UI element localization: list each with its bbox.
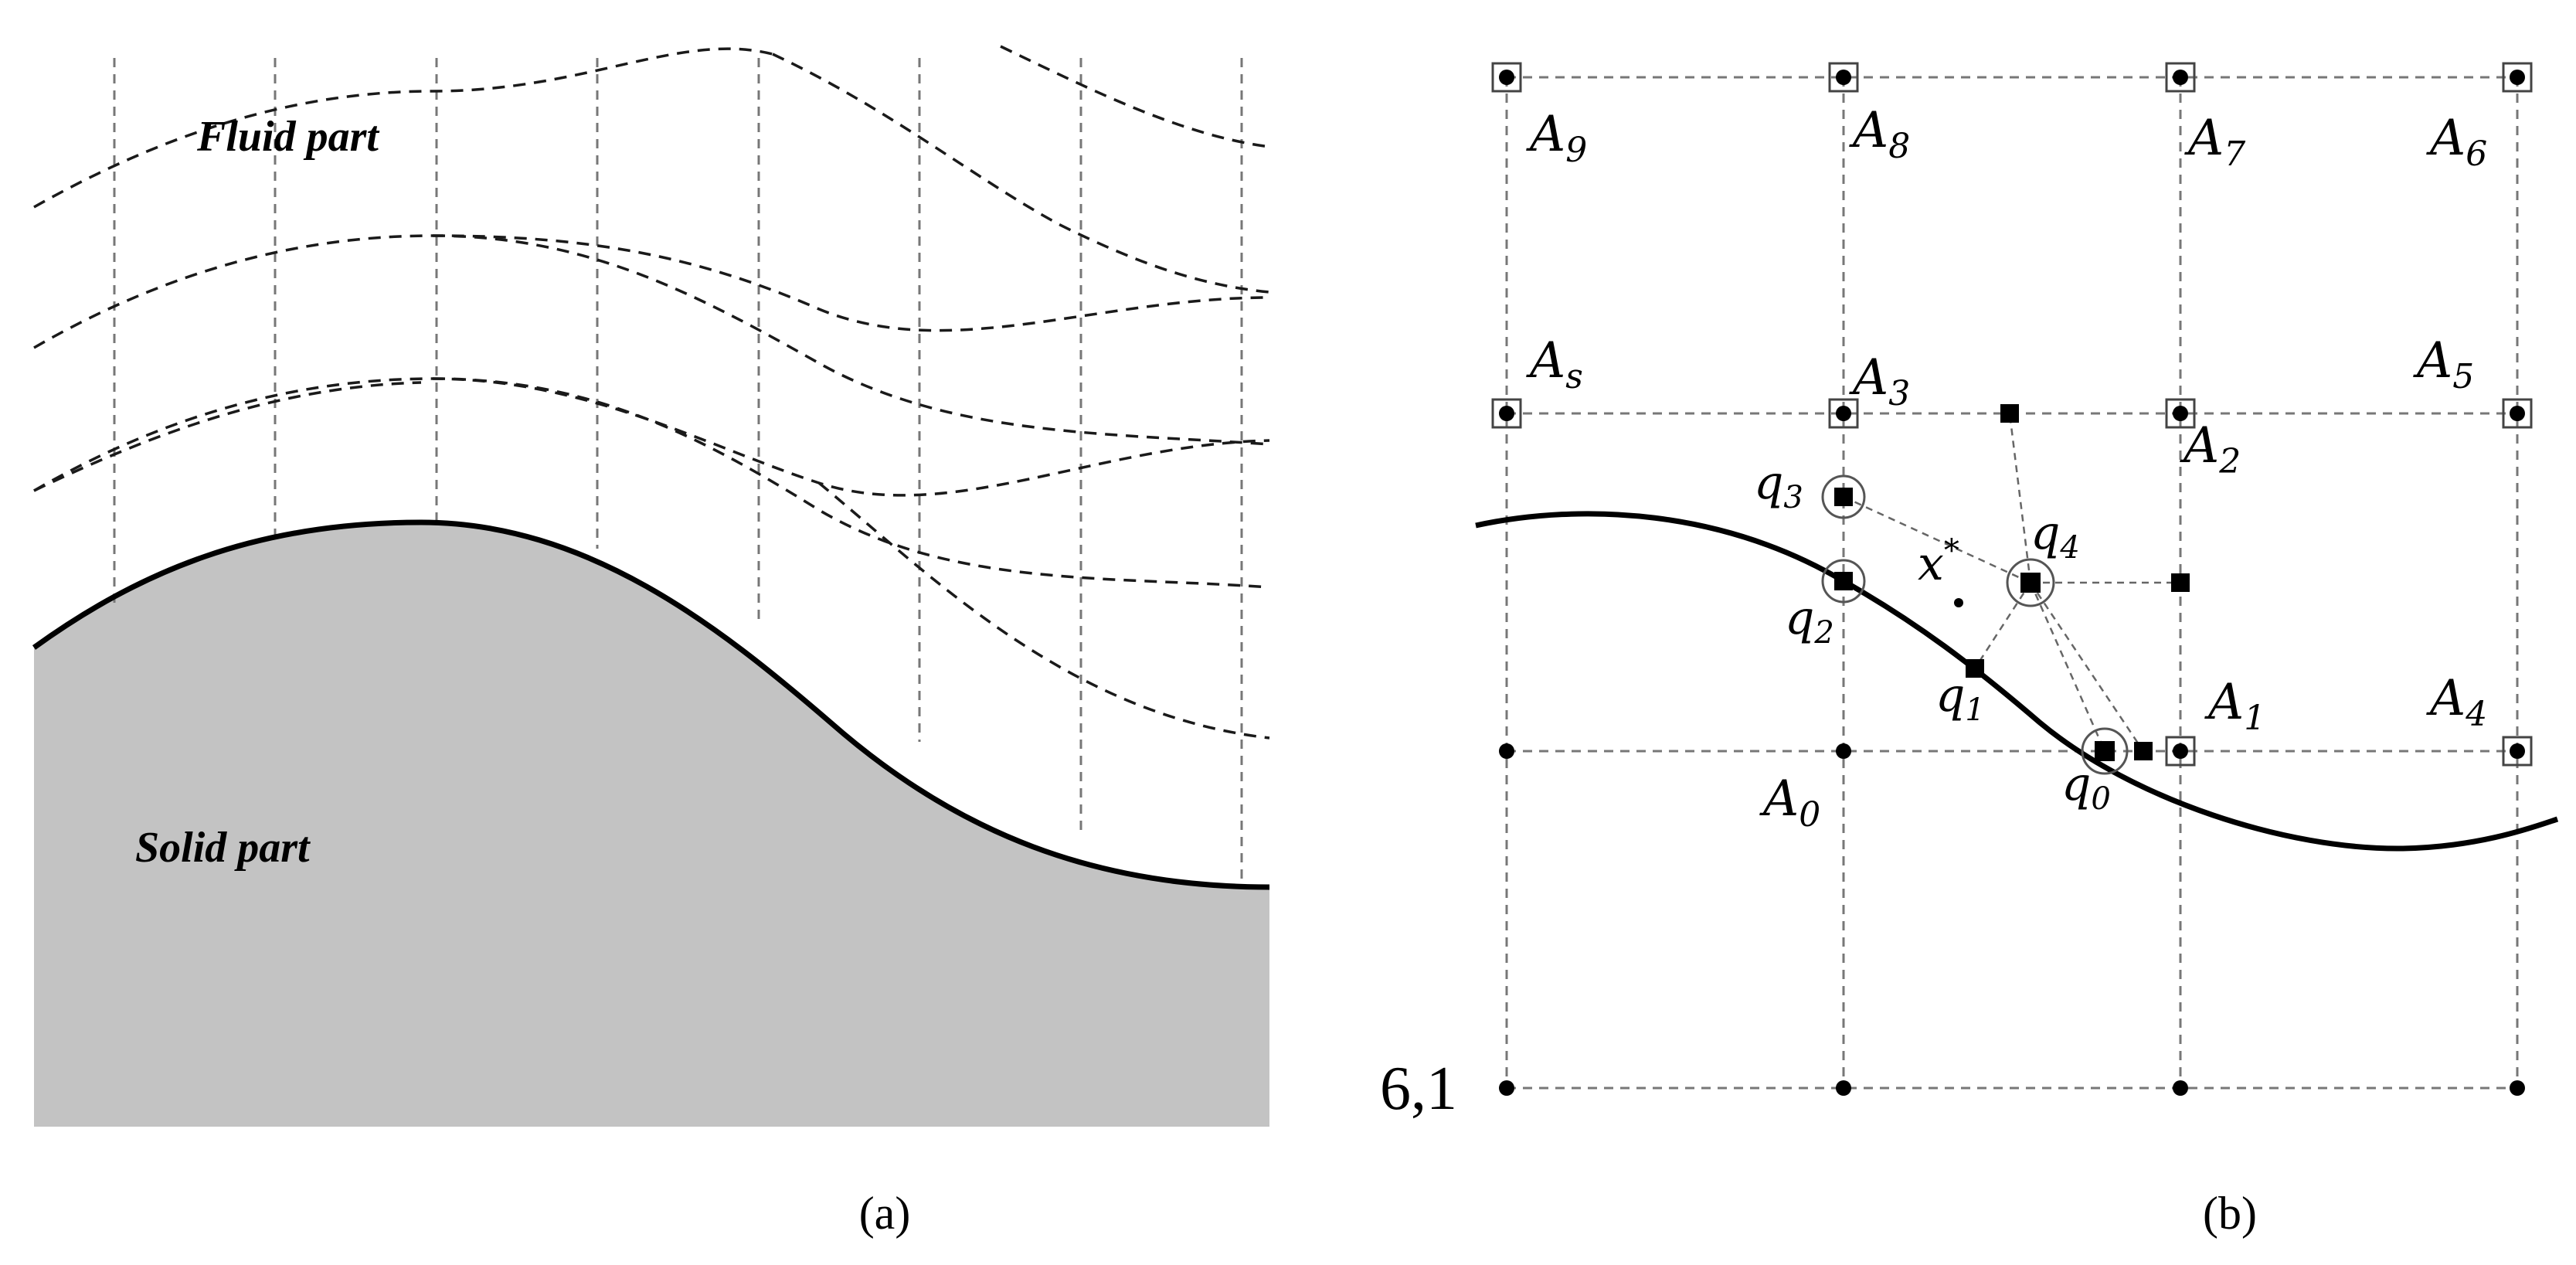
label-a1: A1 — [2204, 674, 2265, 738]
label-q4: q4 — [2031, 506, 2080, 566]
interface-curve — [1475, 511, 2559, 852]
panel-a-grid — [113, 58, 1243, 881]
corner-label: 6,1 — [1380, 1055, 1457, 1123]
caption-a: (a) — [859, 1188, 911, 1239]
label-as: As — [1526, 332, 1583, 396]
panel-b-grid — [1505, 76, 2519, 1090]
solid-region — [34, 522, 1269, 1127]
label-q1: q1 — [1935, 668, 1985, 728]
label-a4: A4 — [2426, 670, 2487, 734]
label-a8: A8 — [1849, 102, 1910, 166]
stencil-squares — [1834, 404, 2190, 761]
caption-b: (b) — [2203, 1188, 2257, 1239]
label-q0: q0 — [2061, 757, 2111, 817]
point-labels: q3 q2 q4 q1 q0 x* — [1754, 456, 2111, 817]
label-a2: A2 — [2180, 417, 2241, 481]
fluid-part-label: Fluid part — [196, 113, 379, 161]
label-q2: q2 — [1785, 591, 1834, 651]
label-a9: A9 — [1526, 106, 1587, 170]
grid-dots — [1499, 70, 2525, 1096]
fluid-streamlines — [33, 45, 1270, 740]
solid-part-label: Solid part — [135, 824, 311, 872]
label-xstar: x* — [1918, 533, 1959, 591]
label-a7: A7 — [2184, 110, 2245, 174]
node-squares — [1491, 62, 2533, 767]
node-labels: A9 A8 A7 A6 As A3 A2 A5 A1 A4 A0 — [1526, 102, 2487, 835]
panel-a: Fluid part Solid part (a) — [32, 45, 1270, 1239]
label-a0: A0 — [1759, 770, 1820, 835]
q-circles — [1821, 474, 2129, 775]
label-a5: A5 — [2413, 332, 2474, 396]
stencil-lines — [1843, 413, 2180, 752]
label-a3: A3 — [1849, 349, 1910, 413]
label-a6: A6 — [2426, 110, 2487, 174]
panel-b: A9 A8 A7 A6 As A3 A2 A5 A1 A4 A0 q3 q2 q… — [1380, 62, 2559, 1239]
solid-fluid-interface — [32, 519, 1270, 890]
label-q3: q3 — [1754, 456, 1803, 515]
